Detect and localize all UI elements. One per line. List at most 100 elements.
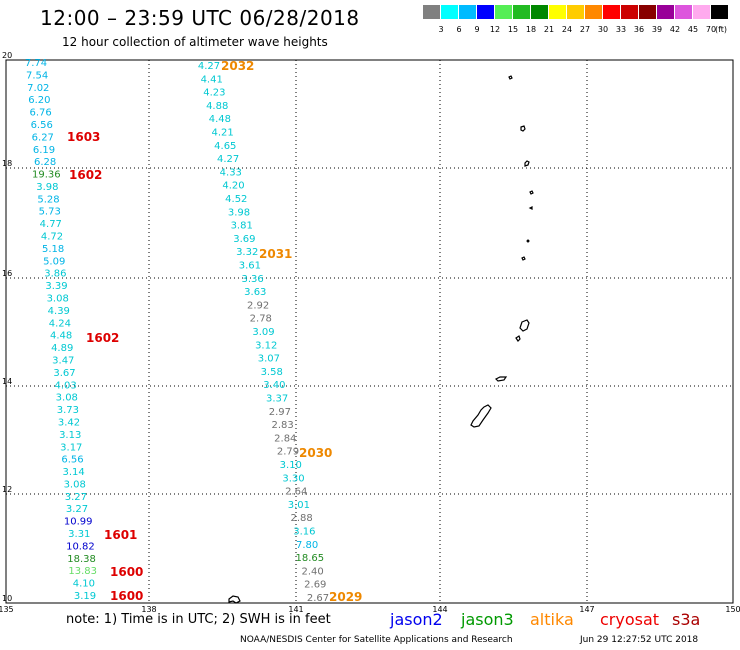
pass-time-label: 1602 bbox=[86, 331, 119, 345]
legend-label: 9 bbox=[474, 25, 480, 34]
legend-swatch bbox=[621, 5, 638, 19]
wave-height-value: 4.03 bbox=[54, 380, 76, 391]
wave-height-value: 2.78 bbox=[250, 314, 272, 325]
satellite-name: jason2 bbox=[390, 610, 443, 629]
wave-height-value: 4.10 bbox=[73, 579, 95, 590]
wave-height-value: 3.40 bbox=[263, 380, 285, 391]
wave-height-value: 4.27 bbox=[217, 154, 239, 165]
legend-swatch bbox=[495, 5, 512, 19]
island-saipan bbox=[519, 319, 530, 332]
wave-height-value: 2.79 bbox=[277, 447, 299, 458]
legend-label: 27 bbox=[579, 25, 591, 34]
wave-height-value: 3.13 bbox=[59, 430, 81, 441]
legend-swatch bbox=[549, 5, 566, 19]
wave-height-value: 6.19 bbox=[33, 145, 55, 156]
legend-label: 39 bbox=[651, 25, 663, 34]
longitude-label: 141 bbox=[288, 605, 303, 614]
island-agrihan bbox=[529, 190, 534, 195]
wave-height-value: 4.52 bbox=[225, 194, 247, 205]
island-asuncion bbox=[524, 160, 530, 167]
island-rota bbox=[494, 376, 508, 382]
wave-height-value: 5.28 bbox=[37, 194, 59, 205]
page-title: 12:00 – 23:59 UTC 06/28/2018 bbox=[40, 6, 360, 30]
wave-height-value: 7.80 bbox=[296, 540, 318, 551]
wave-height-value: 4.48 bbox=[50, 331, 72, 342]
wave-height-value: 4.33 bbox=[220, 167, 242, 178]
latitude-label: 12 bbox=[2, 485, 12, 494]
wave-height-value: 2.83 bbox=[271, 420, 293, 431]
wave-height-value: 4.39 bbox=[48, 306, 70, 317]
map-frame bbox=[5, 59, 734, 604]
pass-time-label: 2029 bbox=[329, 590, 362, 604]
island-south-reef bbox=[228, 595, 241, 604]
longitude-label: 138 bbox=[141, 605, 156, 614]
pass-time-label: 1600 bbox=[110, 589, 143, 603]
island-guam bbox=[470, 404, 492, 428]
wave-height-value: 3.08 bbox=[47, 294, 69, 305]
axis-labels: 135 138 141 144 147 150 20 18 16 14 12 10 bbox=[0, 51, 740, 614]
wave-height-value: 7.02 bbox=[27, 83, 49, 94]
legend-swatch bbox=[513, 5, 530, 19]
latitude-label: 14 bbox=[2, 377, 12, 386]
pass-time-label: 1603 bbox=[67, 130, 100, 144]
wave-height-value: 3.10 bbox=[280, 460, 302, 471]
wave-height-value: 3.27 bbox=[66, 504, 88, 515]
wave-height-value: 6.27 bbox=[32, 132, 54, 143]
legend-swatch bbox=[657, 5, 674, 19]
legend-label: 42 bbox=[669, 25, 681, 34]
legend-label: 45 bbox=[687, 25, 699, 34]
wave-height-value: 2.88 bbox=[290, 513, 312, 524]
island-maug bbox=[520, 125, 526, 132]
legend-swatch bbox=[441, 5, 458, 19]
longitude-label: 135 bbox=[0, 605, 14, 614]
wave-height-value: 3.27 bbox=[65, 492, 87, 503]
wave-height-value: 3.08 bbox=[64, 479, 86, 490]
wave-height-value: 18.65 bbox=[295, 553, 324, 564]
wave-height-value: 4.65 bbox=[214, 141, 236, 152]
wave-height-value: 6.76 bbox=[29, 108, 51, 119]
legend-swatch bbox=[459, 5, 476, 19]
wave-height-value: 4.77 bbox=[40, 219, 62, 230]
wave-height-value: 4.24 bbox=[49, 318, 71, 329]
island-alamagan bbox=[526, 239, 530, 243]
wave-height-value: 3.47 bbox=[52, 356, 74, 367]
wave-height-value: 2.92 bbox=[247, 300, 269, 311]
pass-time-label: 2031 bbox=[259, 247, 292, 261]
wave-height-value: 19.36 bbox=[32, 170, 61, 181]
wave-height-value: 3.63 bbox=[244, 287, 266, 298]
legend-swatch bbox=[423, 5, 440, 19]
legend-swatch bbox=[477, 5, 494, 19]
wave-height-value: 3.73 bbox=[57, 405, 79, 416]
satellite-name: s3a bbox=[672, 610, 701, 629]
wave-height-value: 3.61 bbox=[239, 261, 261, 272]
legend-label: 24 bbox=[561, 25, 573, 34]
pass-time-label: 1602 bbox=[69, 168, 102, 182]
legend-label: 36 bbox=[633, 25, 645, 34]
pass-time-label: 1601 bbox=[104, 528, 137, 542]
wave-height-value: 4.72 bbox=[41, 232, 63, 243]
pass-time-label: 1600 bbox=[110, 565, 143, 579]
footer-note: note: 1) Time is in UTC; 2) SWH is in fe… bbox=[66, 612, 331, 627]
wave-height-value: 7.74 bbox=[25, 58, 47, 69]
legend-label: 6 bbox=[456, 25, 462, 34]
wave-height-value: 6.20 bbox=[28, 95, 50, 106]
legend-swatch bbox=[639, 5, 656, 19]
lat-lon-grid bbox=[5, 59, 734, 604]
satellite-name: jason3 bbox=[461, 610, 514, 629]
wave-height-value: 3.32 bbox=[236, 247, 258, 258]
legend-label: 15 bbox=[507, 25, 519, 34]
wave-height-value: 2.40 bbox=[301, 566, 323, 577]
wave-height-value: 4.20 bbox=[222, 181, 244, 192]
island-outlines bbox=[228, 75, 534, 604]
legend-label: 30 bbox=[597, 25, 609, 34]
wave-height-value: 4.21 bbox=[211, 128, 233, 139]
wave-height-value: 4.27 bbox=[198, 61, 220, 72]
wave-height-value: 2.64 bbox=[285, 487, 307, 498]
wave-height-value: 2.84 bbox=[274, 433, 296, 444]
satellite-name: altika bbox=[530, 610, 574, 629]
wave-height-value: 3.14 bbox=[62, 467, 84, 478]
wave-height-value: 3.12 bbox=[255, 340, 277, 351]
latitude-label: 18 bbox=[2, 159, 12, 168]
legend-swatch bbox=[675, 5, 692, 19]
wave-height-value: 4.41 bbox=[201, 74, 223, 85]
